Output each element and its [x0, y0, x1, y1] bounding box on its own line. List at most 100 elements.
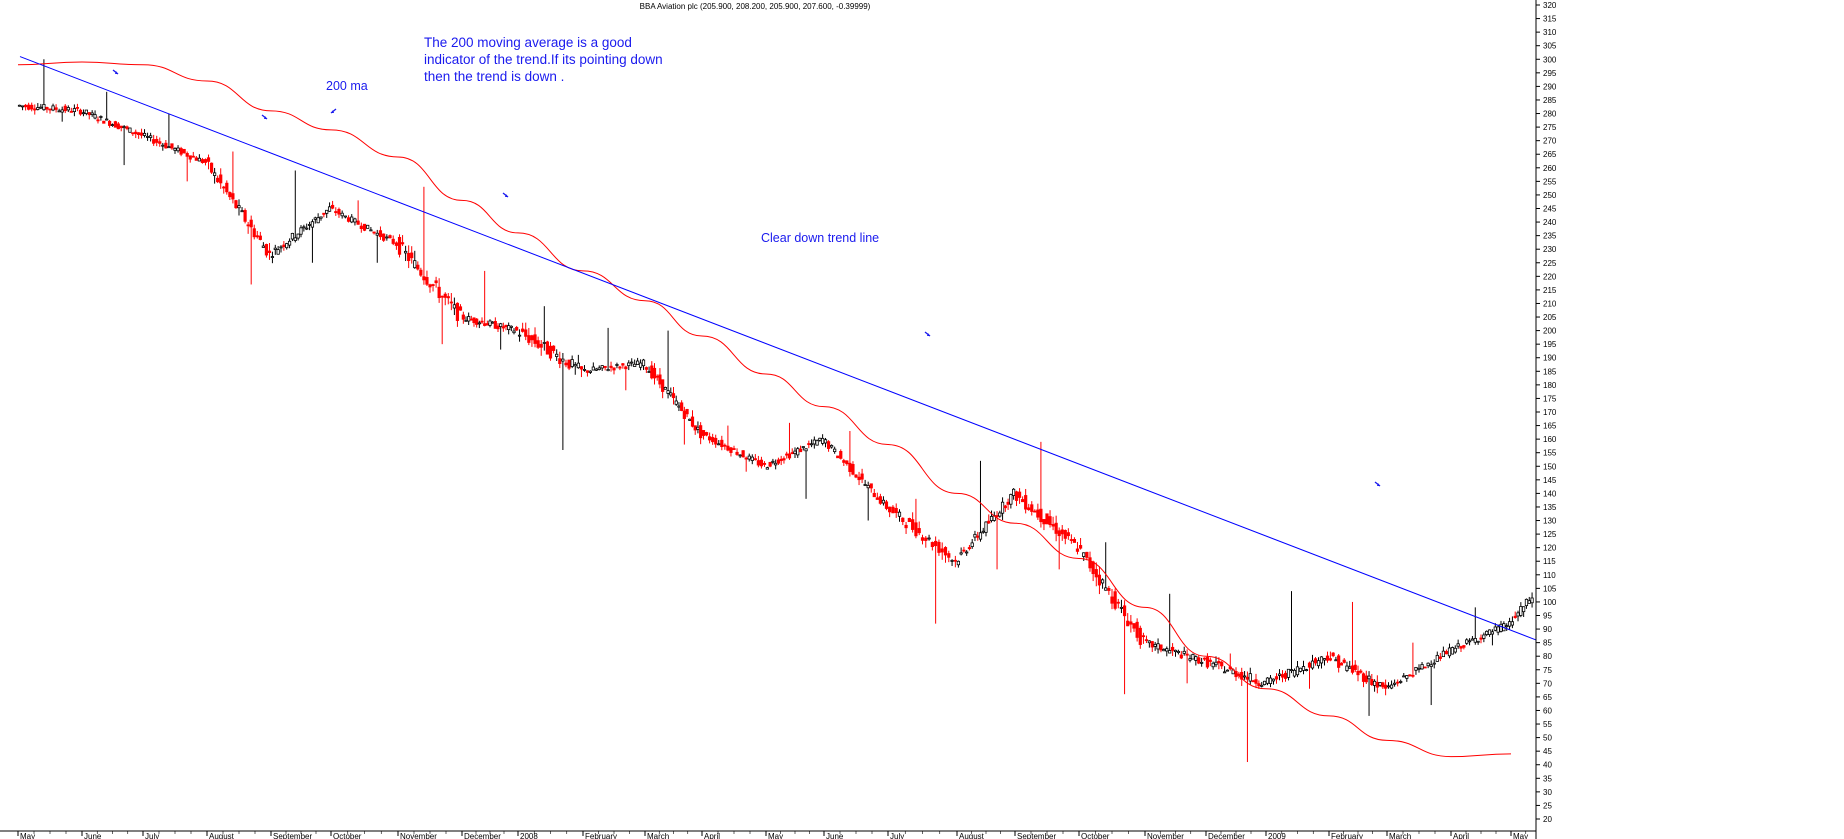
candle-body [677, 405, 681, 408]
y-tick-label: 180 [1543, 381, 1557, 390]
y-tick-label: 50 [1543, 734, 1552, 743]
candle-body [113, 121, 118, 128]
y-tick-label: 120 [1543, 544, 1557, 553]
candle-body [741, 450, 745, 458]
candle-body [1006, 501, 1010, 505]
candle-body [533, 334, 537, 344]
candle-body [600, 365, 604, 369]
candle-body [793, 450, 797, 455]
y-tick-label: 175 [1543, 394, 1557, 403]
candle-body [155, 138, 159, 143]
candle-body [967, 547, 972, 550]
candle-body [1348, 666, 1352, 669]
candle-body [279, 246, 283, 249]
x-tick-label: August [209, 832, 235, 839]
candle-body [1222, 671, 1227, 674]
candle-body [1122, 605, 1127, 617]
candle-body [1211, 662, 1215, 668]
candle-body [485, 323, 489, 326]
candle-body [1402, 675, 1406, 678]
y-tick-label: 20 [1543, 815, 1552, 824]
y-tick-label: 245 [1543, 205, 1557, 214]
candle-body [322, 212, 326, 215]
arrow-head [1377, 483, 1380, 486]
candle-body [842, 460, 846, 463]
candle-body [1268, 677, 1273, 685]
arrow-head [927, 333, 930, 336]
candle-body [1386, 685, 1391, 688]
candle-body [1197, 657, 1201, 664]
candle-body [959, 552, 963, 555]
candle-body [699, 425, 703, 439]
candle-body [90, 112, 94, 116]
candle-body [313, 217, 317, 220]
candle-body [419, 269, 423, 276]
candle-body [1085, 551, 1089, 558]
candle-body [826, 441, 831, 449]
candle-body [711, 437, 715, 443]
y-tick-label: 210 [1543, 299, 1557, 308]
candle-body [782, 458, 786, 461]
x-tick-label: November [400, 832, 437, 839]
candle-body [588, 370, 592, 373]
candle-body [750, 456, 754, 461]
candle-body [1159, 644, 1163, 651]
candle-body [369, 229, 373, 232]
y-tick-label: 165 [1543, 422, 1557, 431]
y-tick-label: 240 [1543, 218, 1557, 227]
candle-body [1476, 640, 1480, 643]
candle-body [213, 172, 217, 176]
candle-body [1202, 657, 1207, 660]
candle-body [891, 506, 895, 514]
candle-body [139, 132, 144, 136]
candle-body [491, 321, 495, 324]
candle-body [937, 541, 941, 553]
candle-body [881, 499, 886, 504]
candle-body [1496, 626, 1500, 633]
candle-body [965, 551, 969, 554]
candle-body [561, 358, 565, 362]
y-tick-label: 85 [1543, 639, 1552, 648]
candle-body [93, 114, 97, 119]
x-tick-label: December [1208, 832, 1245, 839]
candle-body [1384, 684, 1388, 689]
candle-body [1381, 682, 1385, 688]
candle-body [542, 342, 546, 344]
candle-body [1411, 674, 1415, 677]
candle-body [176, 147, 180, 152]
candle-body [1482, 634, 1486, 639]
candle-body [956, 560, 960, 566]
annotation-ma-note-line-1: The 200 moving average is a good [424, 35, 632, 50]
x-tick-label: March [647, 832, 669, 839]
annotation-trend-line-label: Clear down trend line [761, 231, 879, 245]
y-tick-label: 65 [1543, 693, 1552, 702]
candle-body [1265, 677, 1270, 684]
candle-body [385, 236, 389, 239]
candle-body [142, 132, 147, 136]
candle-body [39, 106, 43, 109]
candle-body [911, 519, 915, 530]
candle-body [807, 443, 811, 445]
x-tick-label: March [1389, 832, 1411, 839]
candle-body [818, 437, 822, 441]
y-tick-label: 265 [1543, 150, 1557, 159]
candle-body [897, 511, 902, 517]
candle-body [1225, 669, 1230, 672]
candle-body [696, 426, 700, 430]
candle-body [431, 284, 435, 286]
candle-body [343, 215, 347, 218]
candle-body [594, 368, 598, 371]
candle-body [515, 326, 519, 331]
candle-body [340, 212, 344, 217]
candle-body [747, 455, 751, 460]
annotation-ma-note-line-2: indicator of the trend.If its pointing d… [424, 52, 663, 67]
candle-body [87, 112, 91, 116]
candle-body [785, 453, 789, 456]
candle-body [267, 250, 272, 253]
candle-body [989, 516, 994, 521]
candle-body [1356, 670, 1360, 676]
candle-body [307, 224, 312, 226]
y-tick-label: 305 [1543, 42, 1557, 51]
chart-title: BBA Aviation plc (205.900, 208.200, 205.… [640, 2, 871, 11]
candle-body [219, 174, 223, 184]
